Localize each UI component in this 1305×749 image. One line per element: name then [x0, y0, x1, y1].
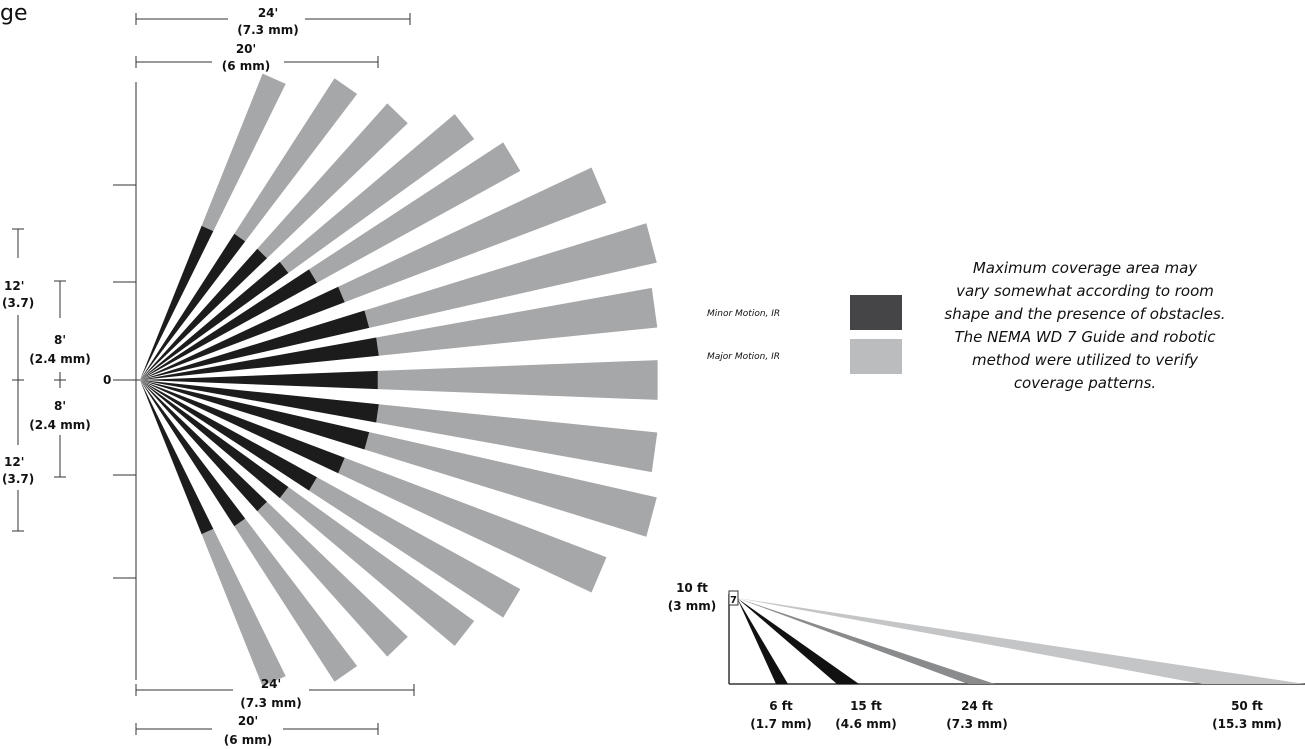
- side-beam-15ft: [737, 598, 859, 684]
- fan-beam-major-5: [338, 167, 607, 303]
- legend-minor-swatch: [850, 295, 902, 330]
- left-dim-12-lower-ft: 12': [4, 455, 24, 469]
- side-dist-15-mm: (4.6 mm): [835, 717, 896, 731]
- bottom-dim-20-ft: 20': [238, 714, 258, 728]
- note-line: shape and the presence of obstacles.: [944, 305, 1226, 323]
- top-dim-24-ft: 24': [258, 6, 278, 20]
- fan-beam-major-3: [279, 114, 475, 273]
- fan-beam-major-0: [201, 73, 286, 232]
- fan-beam-major-12: [309, 477, 521, 618]
- side-height-mm: (3 mm): [668, 599, 717, 613]
- side-dist-50-mm: (15.3 mm): [1212, 717, 1282, 731]
- left-dim-12-upper-mm: (3.7): [2, 296, 34, 310]
- note-line: coverage patterns.: [1013, 374, 1157, 392]
- bottom-dimension-24: [135, 684, 415, 696]
- fan-beam-minor-6: [140, 310, 370, 380]
- coverage-note: Maximum coverage area may vary somewhat …: [905, 257, 1265, 395]
- fan-beam-minor-15: [140, 380, 246, 527]
- fan-beam-major-8: [377, 360, 658, 400]
- fan-beam-minor-10: [140, 380, 370, 450]
- fan-beam-major-2: [257, 103, 408, 259]
- coverage-fan: [140, 73, 658, 687]
- sensor-icon: [728, 590, 739, 606]
- side-dist-24-mm: (7.3 mm): [946, 717, 1007, 731]
- side-beam-50ft: [737, 598, 1305, 684]
- left-dim-8-lower-mm: (2.4 mm): [29, 418, 90, 432]
- fan-beam-major-1: [234, 78, 358, 242]
- fan-beam-minor-5: [140, 286, 345, 380]
- top-dim-24-mm: (7.3 mm): [237, 23, 298, 37]
- fan-beam-major-10: [364, 432, 657, 537]
- top-dim-20-mm: (6 mm): [222, 59, 271, 73]
- side-beam-24ft: [737, 598, 995, 684]
- fan-beam-major-11: [338, 457, 607, 593]
- legend-major-swatch: [850, 339, 902, 374]
- left-dimension-8-lower: [54, 380, 66, 478]
- fan-beam-minor-12: [140, 380, 317, 491]
- side-dist-15-ft: 15 ft: [850, 699, 882, 713]
- left-dimension-12-lower: [12, 380, 24, 532]
- left-dim-12-upper-ft: 12': [4, 279, 24, 293]
- side-dist-6-ft: 6 ft: [769, 699, 793, 713]
- note-line: method were utilized to verify: [971, 351, 1199, 369]
- left-dim-8-lower-ft: 8': [54, 399, 66, 413]
- fan-beam-major-15: [234, 518, 358, 682]
- fan-beam-major-14: [257, 501, 408, 657]
- note-line: Maximum coverage area may: [972, 259, 1198, 277]
- fan-beam-minor-13: [140, 380, 289, 499]
- left-dim-8-upper-ft: 8': [54, 333, 66, 347]
- fan-beam-minor-14: [140, 380, 267, 512]
- legend-minor-label: Minor Motion, IR: [707, 309, 780, 319]
- side-dist-24-ft: 24 ft: [961, 699, 993, 713]
- fan-beam-major-16: [201, 528, 286, 687]
- top-dimension-20: [135, 56, 379, 68]
- fan-beam-minor-9: [140, 380, 379, 423]
- side-beam-6ft: [737, 598, 788, 684]
- fan-beam-major-4: [309, 142, 521, 283]
- sensor-icon-text: 7: [730, 595, 737, 606]
- side-view: 7: [728, 590, 1305, 685]
- fan-beam-minor-1: [140, 233, 246, 380]
- fan-beam-major-6: [364, 223, 657, 328]
- note-line: The NEMA WD 7 Guide and robotic: [954, 328, 1216, 346]
- fan-beam-minor-7: [140, 337, 379, 380]
- side-dist-6-mm: (1.7 mm): [750, 717, 811, 731]
- fan-beam-minor-4: [140, 269, 317, 380]
- bottom-dim-24-ft: 24': [261, 677, 281, 691]
- side-height-ft: 10 ft: [676, 581, 708, 595]
- bottom-dimension-20: [135, 723, 379, 735]
- legend-major-label: Major Motion, IR: [707, 352, 780, 362]
- bottom-dim-20-mm: (6 mm): [224, 733, 273, 747]
- fan-beam-major-13: [279, 487, 475, 646]
- bottom-dim-24-mm: (7.3 mm): [240, 696, 301, 710]
- fan-beam-minor-11: [140, 380, 345, 474]
- vertical-axis: [113, 82, 140, 680]
- left-dim-12-lower-mm: (3.7): [2, 472, 34, 486]
- fan-beam-major-7: [376, 287, 658, 356]
- origin-label: 0: [103, 373, 111, 387]
- fan-beam-minor-8: [140, 370, 378, 390]
- top-dimension-24: [135, 13, 411, 25]
- left-dim-8-upper-mm: (2.4 mm): [29, 352, 90, 366]
- fan-beam-minor-0: [140, 225, 214, 380]
- fan-beam-minor-3: [140, 261, 289, 380]
- fan-beam-minor-2: [140, 248, 267, 380]
- note-line: vary somewhat according to room: [956, 282, 1214, 300]
- fan-beam-major-9: [376, 404, 658, 473]
- fan-beam-minor-16: [140, 380, 214, 535]
- corner-text: ge: [0, 1, 28, 26]
- side-dist-50-ft: 50 ft: [1231, 699, 1263, 713]
- top-dim-20-ft: 20': [236, 42, 256, 56]
